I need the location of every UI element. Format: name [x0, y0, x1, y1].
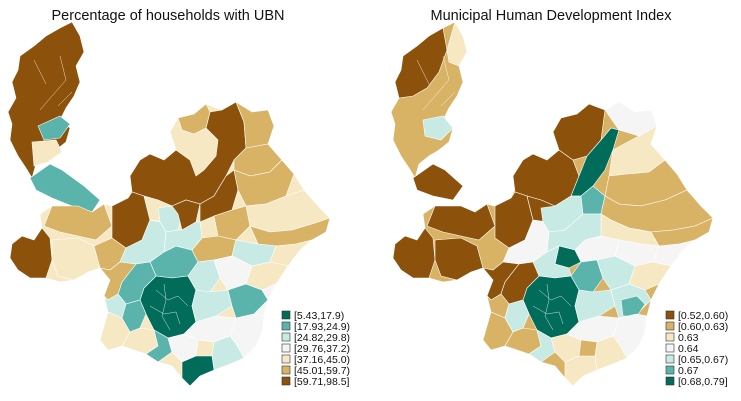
legend-label: [5.43,17.9) — [294, 310, 344, 322]
legend-item: [59.71,98.5] — [281, 376, 350, 388]
legend-label: [0.65,0.67) — [678, 354, 728, 366]
map-ubn: Percentage of households with UBN — [7, 8, 350, 388]
legend-swatch — [281, 310, 291, 320]
legend-swatch — [281, 332, 291, 342]
legend-item: [5.43,17.9) — [281, 310, 344, 322]
map-ubn-legend: [5.43,17.9) [17.93,24.9) [24.82,29.8) [2… — [281, 310, 350, 388]
legend-item: [0.60,0.63) — [665, 321, 728, 333]
legend-item: [0.52,0.60) — [665, 310, 728, 322]
legend-label: [17.93,24.9) — [294, 321, 350, 333]
legend-label: [37.16,45.0) — [294, 354, 350, 366]
legend-label: 0.67 — [678, 365, 699, 377]
legend-swatch — [281, 321, 291, 331]
legend-swatch — [665, 354, 675, 364]
legend-swatch — [281, 365, 291, 375]
legend-item: [45.01,59.7) — [281, 365, 350, 377]
legend-label: [0.68,0.79] — [678, 376, 728, 388]
legend-label: [29.76,37.2) — [294, 343, 350, 355]
legend-label: [45.01,59.7) — [294, 365, 350, 377]
map-hdi-title: Municipal Human Development Index — [431, 8, 673, 24]
map-hdi: Municipal Human Development Index — [390, 8, 728, 388]
legend-item: 0.67 — [665, 365, 699, 377]
legend-item: [0.68,0.79] — [665, 376, 728, 388]
legend-swatch — [665, 321, 675, 331]
legend-item: [0.65,0.67) — [665, 354, 728, 366]
legend-swatch — [281, 354, 291, 364]
map-ubn-title: Percentage of households with UBN — [52, 8, 285, 24]
legend-item: 0.63 — [665, 332, 699, 344]
legend-label: 0.63 — [678, 332, 699, 344]
legend-swatch — [665, 376, 675, 386]
map-ubn-regions — [7, 21, 331, 387]
legend-swatch — [665, 365, 675, 375]
legend-item: 0.64 — [665, 343, 699, 355]
legend-swatch — [281, 376, 291, 386]
legend-item: [29.76,37.2) — [281, 343, 350, 355]
legend-item: [17.93,24.9) — [281, 321, 350, 333]
legend-swatch — [665, 332, 675, 342]
legend-label: [24.82,29.8) — [294, 332, 350, 344]
map-hdi-regions — [390, 21, 714, 387]
legend-item: [37.16,45.0) — [281, 354, 350, 366]
legend-label: [59.71,98.5] — [294, 376, 350, 388]
map-hdi-legend: [0.52,0.60) [0.60,0.63) 0.63 0.64 [0.65,… — [665, 310, 728, 388]
legend-label: [0.60,0.63) — [678, 321, 728, 333]
legend-item: [24.82,29.8) — [281, 332, 350, 344]
legend-swatch — [281, 343, 291, 353]
legend-label: [0.52,0.60) — [678, 310, 728, 322]
legend-label: 0.64 — [678, 343, 699, 355]
legend-swatch — [665, 310, 675, 320]
legend-swatch — [665, 343, 675, 353]
